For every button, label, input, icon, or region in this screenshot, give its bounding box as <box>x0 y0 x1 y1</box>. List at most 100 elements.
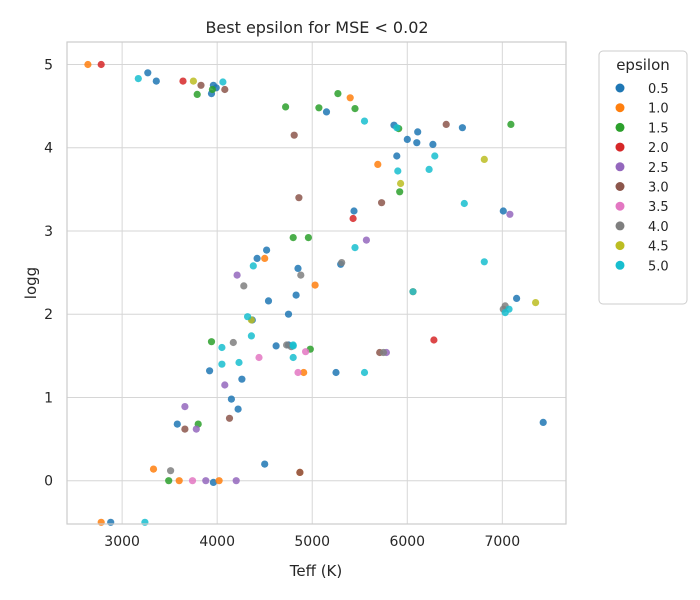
point-epsilon-1.0 <box>346 94 354 102</box>
point-epsilon-0.5 <box>413 139 421 147</box>
x-tick-label: 7000 <box>484 534 520 550</box>
point-epsilon-1.0 <box>97 518 105 526</box>
y-tick-labels: 0 1 2 3 4 5 <box>44 57 53 489</box>
point-epsilon-5.0 <box>134 75 142 83</box>
point-epsilon-5.0 <box>393 124 401 132</box>
point-epsilon-0.5 <box>403 135 411 143</box>
legend-marker <box>615 182 625 191</box>
point-epsilon-1.5 <box>315 104 323 112</box>
point-epsilon-5.0 <box>218 360 226 368</box>
point-epsilon-0.5 <box>458 124 466 132</box>
point-epsilon-3.5 <box>255 353 263 362</box>
point-epsilon-1.0 <box>215 477 223 485</box>
legend-box <box>598 50 688 305</box>
point-epsilon-1.0 <box>374 160 382 168</box>
point-epsilon-0.5 <box>284 310 293 318</box>
point-epsilon-0.5 <box>264 297 273 305</box>
legend-label: 1.5 <box>648 121 669 136</box>
point-epsilon-1.0 <box>311 281 319 289</box>
point-epsilon-5.0 <box>219 78 227 86</box>
point-epsilon-0.5 <box>292 291 300 299</box>
point-epsilon-0.5 <box>261 460 269 468</box>
point-epsilon-2.0 <box>97 60 105 69</box>
point-epsilon-3.0 <box>221 85 229 94</box>
point-epsilon-1.0 <box>84 60 92 69</box>
point-epsilon-1.5 <box>334 90 342 98</box>
point-epsilon-0.5 <box>539 418 547 426</box>
point-epsilon-5.0 <box>425 165 433 173</box>
point-epsilon-5.0 <box>360 117 369 125</box>
point-epsilon-0.5 <box>206 367 214 375</box>
point-epsilon-0.5 <box>513 294 521 302</box>
point-epsilon-3.0 <box>290 131 298 139</box>
point-epsilon-5.0 <box>247 332 255 340</box>
point-epsilon-5.0 <box>235 358 243 367</box>
legend-label: 1.0 <box>648 102 669 117</box>
y-tick-label: 2 <box>44 307 53 323</box>
point-epsilon-4.0 <box>240 282 248 290</box>
legend-label: 2.5 <box>648 161 669 176</box>
point-epsilon-4.5 <box>532 299 540 307</box>
legend-label: 2.0 <box>648 141 669 156</box>
point-epsilon-2.5 <box>232 477 240 485</box>
legend-title: epsilon <box>616 56 670 74</box>
point-epsilon-1.5 <box>282 103 290 111</box>
point-epsilon-1.5 <box>289 234 297 242</box>
point-epsilon-1.5 <box>208 85 216 94</box>
point-epsilon-5.0 <box>505 305 513 313</box>
y-tick-label: 4 <box>44 141 53 157</box>
point-epsilon-5.0 <box>431 152 439 160</box>
point-epsilon-0.5 <box>173 420 181 428</box>
point-epsilon-1.0 <box>175 477 183 485</box>
point-epsilon-3.0 <box>197 81 205 89</box>
point-epsilon-2.0 <box>179 77 187 85</box>
legend-marker <box>615 103 625 113</box>
point-epsilon-5.0 <box>360 368 369 377</box>
point-epsilon-2.5 <box>362 236 370 244</box>
legend-marker <box>615 83 625 93</box>
point-epsilon-4.0 <box>297 271 305 279</box>
point-epsilon-5.0 <box>289 341 297 349</box>
legend-label: 3.5 <box>648 200 669 215</box>
point-epsilon-1.0 <box>149 465 158 473</box>
point-epsilon-5.0 <box>480 258 488 266</box>
point-epsilon-3.5 <box>188 477 197 485</box>
point-epsilon-3.5 <box>294 368 302 377</box>
point-epsilon-4.0 <box>379 348 388 357</box>
point-epsilon-0.5 <box>209 478 217 486</box>
point-epsilon-5.0 <box>289 353 297 362</box>
y-tick-label: 5 <box>44 57 53 73</box>
y-axis-label: logg <box>22 267 40 299</box>
point-epsilon-0.5 <box>393 152 401 160</box>
point-epsilon-2.5 <box>192 425 200 433</box>
legend-label: 4.5 <box>648 240 669 255</box>
point-epsilon-3.0 <box>225 414 234 422</box>
point-epsilon-3.5 <box>302 348 310 356</box>
point-epsilon-1.5 <box>165 477 173 485</box>
point-epsilon-3.0 <box>296 468 304 476</box>
point-epsilon-0.5 <box>350 207 358 215</box>
y-tick-label: 3 <box>44 224 53 240</box>
legend-label: 5.0 <box>648 259 669 274</box>
point-epsilon-2.0 <box>430 336 438 344</box>
x-tick-label: 4000 <box>199 534 235 550</box>
point-epsilon-2.5 <box>506 210 514 218</box>
point-epsilon-0.5 <box>152 77 160 85</box>
legend-label: 4.0 <box>648 220 669 235</box>
point-epsilon-3.0 <box>378 199 386 207</box>
legend-marker <box>615 162 625 172</box>
point-epsilon-2.5 <box>221 381 229 389</box>
point-epsilon-5.0 <box>141 518 149 526</box>
plot-frame <box>66 41 567 525</box>
point-epsilon-0.5 <box>263 246 271 254</box>
point-epsilon-4.0 <box>338 259 346 267</box>
point-epsilon-4.0 <box>167 467 175 475</box>
point-epsilon-4.0 <box>229 338 237 347</box>
y-tick-label: 0 <box>44 474 53 490</box>
point-epsilon-5.0 <box>409 288 417 296</box>
point-epsilon-2.5 <box>202 477 210 485</box>
point-epsilon-1.0 <box>300 368 308 377</box>
legend: epsilon 0.5 1.0 1.5 2.0 2.5 3.0 3.5 4.0 4.5 5.0 <box>598 50 688 305</box>
x-tick-labels: 3000 4000 5000 6000 7000 <box>104 534 520 550</box>
point-epsilon-0.5 <box>332 368 340 377</box>
